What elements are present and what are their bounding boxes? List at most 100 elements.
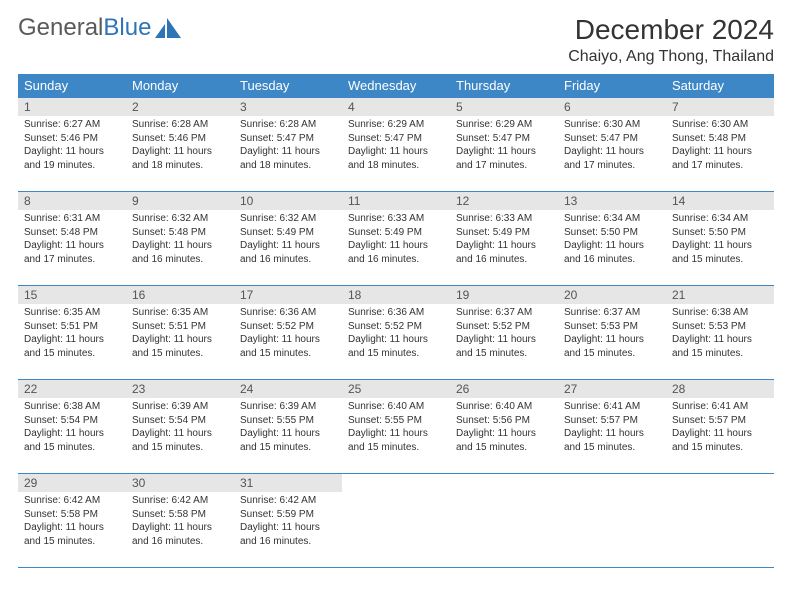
sunrise-text: Sunrise: 6:42 AM (240, 494, 336, 508)
day-number: 11 (342, 192, 450, 210)
sunrise-text: Sunrise: 6:29 AM (348, 118, 444, 132)
sunrise-text: Sunrise: 6:42 AM (132, 494, 228, 508)
day-details: Sunrise: 6:41 AMSunset: 5:57 PMDaylight:… (666, 398, 774, 458)
sunset-text: Sunset: 5:56 PM (456, 414, 552, 428)
calendar-cell: 22Sunrise: 6:38 AMSunset: 5:54 PMDayligh… (18, 380, 126, 474)
daylight-text: Daylight: 11 hours and 16 minutes. (456, 239, 552, 266)
day-number: 10 (234, 192, 342, 210)
sunrise-text: Sunrise: 6:39 AM (240, 400, 336, 414)
sunset-text: Sunset: 5:50 PM (672, 226, 768, 240)
day-number: 30 (126, 474, 234, 492)
day-details: Sunrise: 6:29 AMSunset: 5:47 PMDaylight:… (342, 116, 450, 176)
calendar-cell: 11Sunrise: 6:33 AMSunset: 5:49 PMDayligh… (342, 192, 450, 286)
sunset-text: Sunset: 5:46 PM (24, 132, 120, 146)
sunset-text: Sunset: 5:49 PM (240, 226, 336, 240)
day-number: 6 (558, 98, 666, 116)
weekday-header: Tuesday (234, 74, 342, 98)
day-details: Sunrise: 6:39 AMSunset: 5:55 PMDaylight:… (234, 398, 342, 458)
day-details: Sunrise: 6:36 AMSunset: 5:52 PMDaylight:… (234, 304, 342, 364)
sunrise-text: Sunrise: 6:33 AM (456, 212, 552, 226)
sunset-text: Sunset: 5:52 PM (456, 320, 552, 334)
calendar-cell: 6Sunrise: 6:30 AMSunset: 5:47 PMDaylight… (558, 98, 666, 192)
calendar-cell: 28Sunrise: 6:41 AMSunset: 5:57 PMDayligh… (666, 380, 774, 474)
sunset-text: Sunset: 5:54 PM (24, 414, 120, 428)
day-number: 21 (666, 286, 774, 304)
day-number: 28 (666, 380, 774, 398)
sunrise-text: Sunrise: 6:40 AM (456, 400, 552, 414)
sunset-text: Sunset: 5:49 PM (456, 226, 552, 240)
calendar-cell: 20Sunrise: 6:37 AMSunset: 5:53 PMDayligh… (558, 286, 666, 380)
calendar-cell: 21Sunrise: 6:38 AMSunset: 5:53 PMDayligh… (666, 286, 774, 380)
calendar-week-row: 22Sunrise: 6:38 AMSunset: 5:54 PMDayligh… (18, 380, 774, 474)
sunrise-text: Sunrise: 6:33 AM (348, 212, 444, 226)
daylight-text: Daylight: 11 hours and 15 minutes. (672, 239, 768, 266)
day-number: 1 (18, 98, 126, 116)
day-number: 13 (558, 192, 666, 210)
daylight-text: Daylight: 11 hours and 17 minutes. (456, 145, 552, 172)
day-number: 23 (126, 380, 234, 398)
location: Chaiyo, Ang Thong, Thailand (568, 48, 774, 66)
day-number: 9 (126, 192, 234, 210)
day-number: 18 (342, 286, 450, 304)
sunrise-text: Sunrise: 6:38 AM (672, 306, 768, 320)
day-number: 17 (234, 286, 342, 304)
calendar-table: Sunday Monday Tuesday Wednesday Thursday… (18, 74, 774, 568)
calendar-cell: 5Sunrise: 6:29 AMSunset: 5:47 PMDaylight… (450, 98, 558, 192)
day-details: Sunrise: 6:33 AMSunset: 5:49 PMDaylight:… (450, 210, 558, 270)
page-title: December 2024 (568, 14, 774, 46)
daylight-text: Daylight: 11 hours and 15 minutes. (672, 427, 768, 454)
day-details: Sunrise: 6:33 AMSunset: 5:49 PMDaylight:… (342, 210, 450, 270)
logo-sail-icon (155, 18, 181, 38)
calendar-week-row: 1Sunrise: 6:27 AMSunset: 5:46 PMDaylight… (18, 98, 774, 192)
day-number: 14 (666, 192, 774, 210)
title-block: December 2024 Chaiyo, Ang Thong, Thailan… (568, 14, 774, 66)
sunrise-text: Sunrise: 6:32 AM (132, 212, 228, 226)
sunrise-text: Sunrise: 6:37 AM (564, 306, 660, 320)
calendar-cell: 7Sunrise: 6:30 AMSunset: 5:48 PMDaylight… (666, 98, 774, 192)
day-number: 7 (666, 98, 774, 116)
sunrise-text: Sunrise: 6:29 AM (456, 118, 552, 132)
daylight-text: Daylight: 11 hours and 15 minutes. (672, 333, 768, 360)
calendar-cell: 3Sunrise: 6:28 AMSunset: 5:47 PMDaylight… (234, 98, 342, 192)
day-number: 24 (234, 380, 342, 398)
calendar-cell: 30Sunrise: 6:42 AMSunset: 5:58 PMDayligh… (126, 474, 234, 568)
calendar-cell: 15Sunrise: 6:35 AMSunset: 5:51 PMDayligh… (18, 286, 126, 380)
day-number: 16 (126, 286, 234, 304)
sunset-text: Sunset: 5:59 PM (240, 508, 336, 522)
calendar-cell: 8Sunrise: 6:31 AMSunset: 5:48 PMDaylight… (18, 192, 126, 286)
day-details: Sunrise: 6:34 AMSunset: 5:50 PMDaylight:… (666, 210, 774, 270)
calendar-cell: 18Sunrise: 6:36 AMSunset: 5:52 PMDayligh… (342, 286, 450, 380)
calendar-cell: 13Sunrise: 6:34 AMSunset: 5:50 PMDayligh… (558, 192, 666, 286)
daylight-text: Daylight: 11 hours and 15 minutes. (24, 521, 120, 548)
calendar-cell: 17Sunrise: 6:36 AMSunset: 5:52 PMDayligh… (234, 286, 342, 380)
sunset-text: Sunset: 5:47 PM (456, 132, 552, 146)
daylight-text: Daylight: 11 hours and 18 minutes. (240, 145, 336, 172)
daylight-text: Daylight: 11 hours and 15 minutes. (456, 427, 552, 454)
day-details: Sunrise: 6:32 AMSunset: 5:48 PMDaylight:… (126, 210, 234, 270)
day-number: 26 (450, 380, 558, 398)
calendar-cell: .. (558, 474, 666, 568)
sunset-text: Sunset: 5:58 PM (132, 508, 228, 522)
sunrise-text: Sunrise: 6:35 AM (132, 306, 228, 320)
daylight-text: Daylight: 11 hours and 15 minutes. (240, 427, 336, 454)
calendar-cell: .. (450, 474, 558, 568)
day-details: Sunrise: 6:42 AMSunset: 5:59 PMDaylight:… (234, 492, 342, 552)
sunrise-text: Sunrise: 6:41 AM (564, 400, 660, 414)
sunset-text: Sunset: 5:51 PM (24, 320, 120, 334)
day-number: 25 (342, 380, 450, 398)
daylight-text: Daylight: 11 hours and 17 minutes. (24, 239, 120, 266)
day-number: 4 (342, 98, 450, 116)
day-number: 29 (18, 474, 126, 492)
sunrise-text: Sunrise: 6:41 AM (672, 400, 768, 414)
sunrise-text: Sunrise: 6:31 AM (24, 212, 120, 226)
calendar-cell: 19Sunrise: 6:37 AMSunset: 5:52 PMDayligh… (450, 286, 558, 380)
calendar-cell: 12Sunrise: 6:33 AMSunset: 5:49 PMDayligh… (450, 192, 558, 286)
sunset-text: Sunset: 5:49 PM (348, 226, 444, 240)
calendar-cell: 31Sunrise: 6:42 AMSunset: 5:59 PMDayligh… (234, 474, 342, 568)
sunrise-text: Sunrise: 6:28 AM (132, 118, 228, 132)
sunrise-text: Sunrise: 6:30 AM (564, 118, 660, 132)
day-number: 19 (450, 286, 558, 304)
calendar-cell: 14Sunrise: 6:34 AMSunset: 5:50 PMDayligh… (666, 192, 774, 286)
calendar-cell: 23Sunrise: 6:39 AMSunset: 5:54 PMDayligh… (126, 380, 234, 474)
daylight-text: Daylight: 11 hours and 15 minutes. (564, 427, 660, 454)
